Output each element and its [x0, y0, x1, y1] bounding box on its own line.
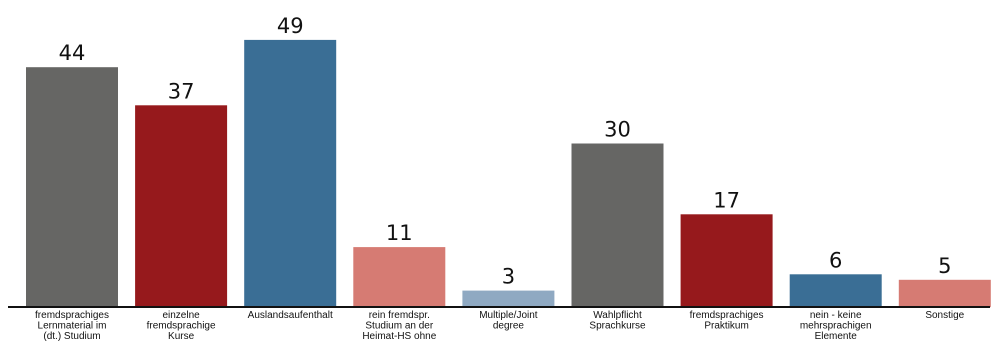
category-label-line: Praktikum: [704, 321, 748, 332]
bar-7: [680, 214, 773, 307]
category-label-line: mehrsprachigen: [800, 321, 872, 332]
value-label-9: 5: [938, 254, 951, 278]
category-label-line: Wahlpflicht: [593, 310, 642, 321]
bars-group: [26, 39, 991, 308]
category-label-line: degree: [493, 321, 525, 332]
bar-3: [244, 39, 337, 308]
bar-8: [789, 274, 882, 307]
value-label-1: 44: [59, 41, 86, 65]
category-label-line: Lernmaterial im: [38, 321, 107, 332]
value-labels-group: 44 37 49 11 3 30 17 6 5: [59, 14, 952, 289]
category-label-line: fremdsprachiges: [35, 310, 109, 321]
value-label-4: 11: [386, 221, 413, 245]
category-label-line: Sonstige: [925, 310, 964, 321]
category-label-7: fremdsprachiges Praktikum: [690, 310, 764, 332]
category-label-4: rein fremdspr. Studium an der Heimat-HS oh…: [362, 310, 436, 346]
category-label-line: Elemente: [815, 331, 858, 342]
bar-6: [571, 143, 664, 307]
category-label-9: Sonstige: [925, 310, 964, 321]
category-label-line: Studium an der: [365, 321, 433, 332]
category-label-1: fremdsprachiges Lernmaterial im (dt.) Stud…: [35, 310, 109, 342]
value-label-2: 37: [168, 79, 195, 103]
value-label-8: 6: [829, 248, 842, 272]
category-label-line: Kurse: [168, 331, 195, 342]
value-label-6: 30: [604, 118, 631, 142]
bar-2: [135, 105, 228, 307]
category-label-line: fremdsprachiges: [690, 310, 764, 321]
category-label-line: Multiple/Joint: [479, 310, 538, 321]
category-label-line: Auslandsaufenthalt: [248, 310, 333, 321]
category-label-line: nein - keine: [810, 310, 862, 321]
category-label-line: Sprachkurse: [589, 321, 646, 332]
category-label-3: Auslandsaufenthalt: [248, 310, 333, 321]
category-label-2: einzelne fremdsprachige Kurse: [147, 310, 216, 342]
category-labels-group: fremdsprachiges Lernmaterial im (dt.) Stud…: [35, 310, 965, 346]
bar-1: [26, 67, 118, 307]
category-label-line: rein fremdspr.: [369, 310, 430, 321]
bar-5: [462, 290, 555, 307]
category-label-line: ...: [395, 342, 403, 346]
category-label-line: Heimat-HS ohne: [362, 331, 436, 342]
value-label-5: 3: [502, 265, 515, 289]
category-label-5: Multiple/Joint degree: [479, 310, 538, 332]
bar-4: [353, 247, 446, 308]
category-label-line: einzelne: [162, 310, 200, 321]
value-label-3: 49: [277, 14, 304, 38]
bar-9: [898, 279, 991, 308]
category-label-line: fremdsprachige: [147, 321, 216, 332]
category-label-6: Wahlpflicht Sprachkurse: [589, 310, 646, 332]
value-label-7: 17: [713, 188, 740, 212]
category-label-8: nein - keine mehrsprachigen Elemente: [800, 310, 872, 342]
category-label-line: (dt.) Studium: [43, 331, 100, 342]
